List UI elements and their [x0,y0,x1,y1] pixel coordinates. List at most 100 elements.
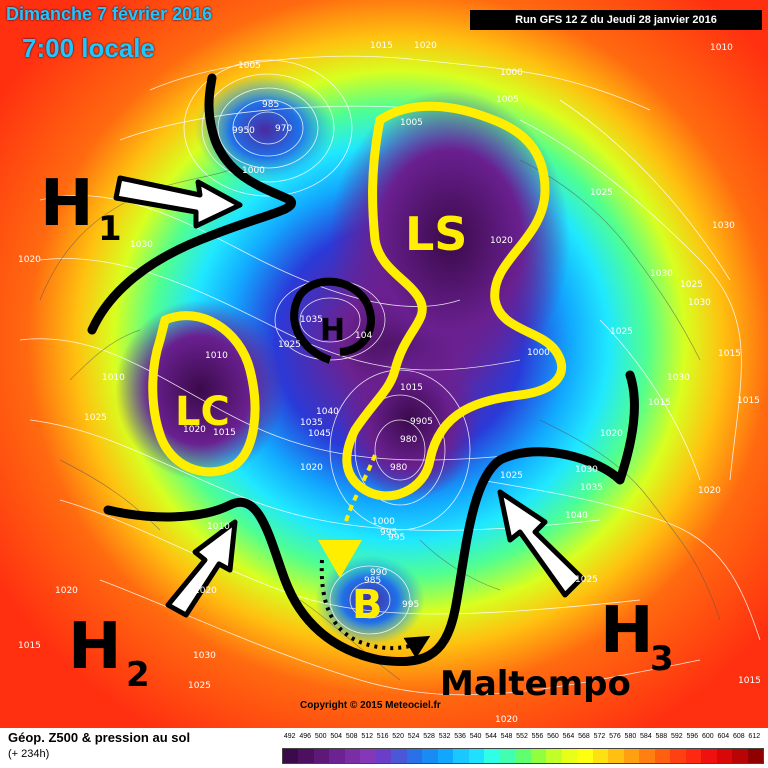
scale-swatch [546,749,562,763]
isobar-value: 995 [380,528,397,538]
forecast-time: 7:00 locale [22,33,155,63]
scale-label: 496 [299,733,312,740]
scale-label: 568 [578,733,590,740]
isobar-value: 1015 [718,349,741,359]
isobar-value: 1035 [300,315,323,325]
isobar-value: 970 [275,124,292,134]
label-h-center: H [320,313,345,348]
label-ls: LS [405,207,467,261]
weather-map: H 1 H 2 H 3 LS LC H B Maltempo 1005 1015… [0,0,768,728]
color-scale [282,748,764,764]
scale-swatch [530,749,547,763]
scale-swatch [577,749,593,763]
label-h2-sub: 2 [126,655,150,695]
scale-swatch [716,749,733,763]
purple-trough-east [330,90,570,390]
scale-label: 556 [531,733,544,740]
scale-label: 492 [283,733,296,740]
isobar-value: 1020 [600,429,623,439]
scale-label: 548 [500,733,513,740]
isobar-value: 1015 [648,398,671,408]
isobar-value: 1020 [55,586,78,596]
scale-swatch [283,749,299,763]
label-b: B [352,582,383,628]
label-maltempo: Maltempo [440,664,631,704]
isobar-value: 1010 [205,351,228,361]
scale-label: 540 [469,733,482,740]
scale-label: 572 [593,733,606,740]
isobar-value: 9950 [232,126,255,136]
h-center-circle [290,277,375,364]
isobar-value: 1040 [565,511,588,521]
scale-swatch [422,749,438,763]
scale-label: 552 [516,733,528,740]
lc-outline [148,311,260,477]
scale-label: 512 [361,733,373,740]
isobar-value: 1020 [300,463,323,473]
scale-label: 520 [392,733,404,740]
scale-swatch [329,749,345,763]
scale-swatch [313,749,330,763]
isobar-value: 980 [400,435,417,445]
isobar-value: 1000 [500,68,523,78]
isobar-labels: 1005 1015 1020 985 970 9950 1000 1000 10… [18,41,761,725]
scale-label: 536 [454,733,466,740]
color-scale-labels: 492 496 500 504 508 512 516 520 524 528 532 536 540 5… [282,733,762,745]
scale-label: 524 [407,733,420,740]
scale-swatch [639,749,655,763]
scale-label: 544 [485,733,497,740]
scale-label: 584 [640,733,652,740]
isobar-value: 1030 [130,240,153,250]
scale-swatch [701,749,717,763]
trough-axis-dashed [343,454,377,526]
copyright: Copyright © 2015 Meteociel.fr [300,700,441,711]
model-run-banner: Run GFS 12 Z du Jeudi 28 janvier 2016 [470,10,762,30]
scale-label: 508 [345,733,358,740]
isobar-value: 1005 [496,95,519,105]
scale-swatch [561,749,578,763]
isobar-value: 1000 [372,517,395,527]
scale-label: 580 [624,733,637,740]
scale-label: 516 [376,733,389,740]
scale-swatch [468,749,485,763]
isobar-value: 1030 [193,651,216,661]
isobar-value: 1025 [84,413,107,423]
isobar-value: 9905 [410,417,433,427]
isobar-value: 1020 [490,236,513,246]
scale-swatch [685,749,702,763]
label-h3-sub: 3 [650,639,674,679]
isobar-value: 1025 [680,280,703,290]
label-h3: H [600,594,654,668]
scale-swatch [499,749,516,763]
isobar-value: 1015 [738,676,761,686]
scale-swatch [375,749,392,763]
isobar-value: 1025 [278,340,301,350]
arrow-h2 [165,519,238,618]
label-lc: LC [175,389,230,435]
isobar-value: 1040 [316,407,339,417]
forecast-offset: (+ 234h) [8,748,50,760]
isobar-lines [19,55,761,696]
isobar-value: 1025 [500,471,523,481]
scale-label: 576 [609,733,621,740]
legend-title: Géop. Z500 & pression au sol [8,730,191,745]
scale-swatch [670,749,686,763]
scale-label: 600 [701,733,714,740]
scale-swatch [484,749,500,763]
isobar-value: 1030 [575,465,598,475]
isobar-value: 1025 [610,327,633,337]
isobar-value: 1020 [495,715,518,725]
isobar-value: 985 [262,100,279,110]
scale-label: 604 [717,733,730,740]
isobar-value: 1035 [300,418,323,428]
isobar-value: 1020 [414,41,437,51]
isobar-value: 1020 [194,586,217,596]
blue-low-south [315,555,425,645]
isobar-value: 995 [388,533,405,543]
label-h1: H [40,167,94,241]
isobar-value: 1030 [667,373,690,383]
scale-label: 500 [314,733,327,740]
isobar-value: 1020 [18,255,41,265]
label-h2: H [68,610,122,684]
scale-swatch [391,749,407,763]
